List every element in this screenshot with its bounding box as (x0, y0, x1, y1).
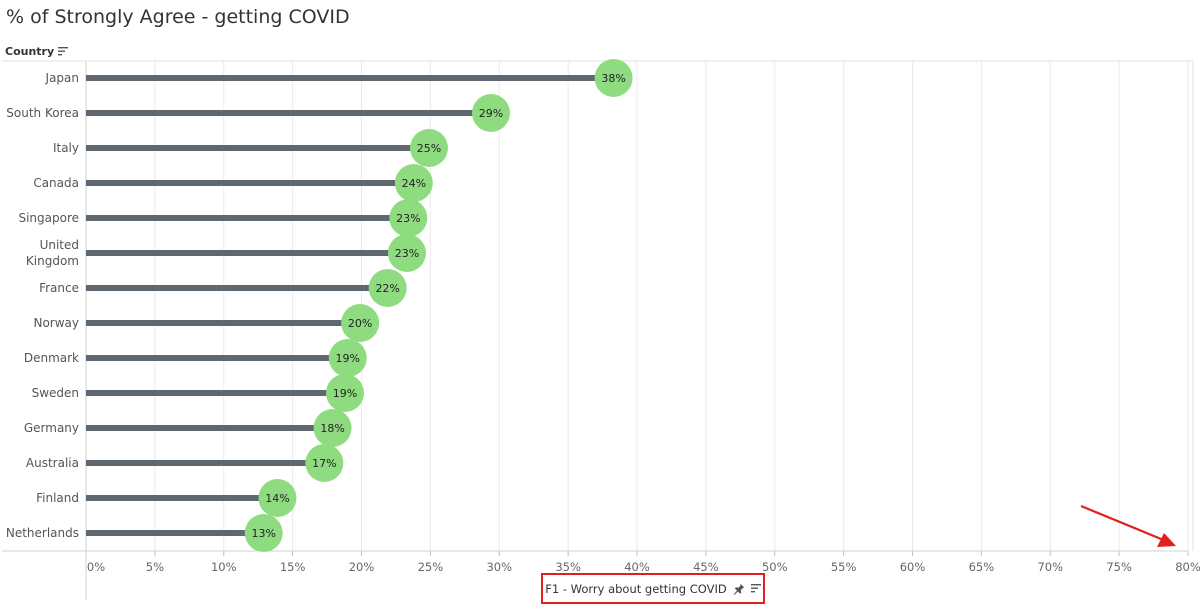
lollipop-dot[interactable] (409, 129, 448, 167)
data-label: 19% (333, 387, 357, 400)
x-tick-labels: 0% 5% 10% 15% 20% 25% 30% 35% 40% 45% 50% 55% 60% 65%… (87, 560, 1200, 574)
gridlines (154, 61, 1189, 551)
x-tick-label: 0% (87, 560, 105, 574)
annotation (1080, 504, 1176, 547)
category-label: Denmark (24, 351, 79, 365)
data-label: 38% (601, 72, 625, 85)
x-tick-label: 60% (900, 560, 926, 574)
x-tick-label: 20% (349, 560, 375, 574)
dots: 38% 29% 25% 24% 23% 23% 22% 20% 19% 19% 18% 17% 14% 1… (244, 59, 633, 552)
axes (2, 60, 1194, 600)
x-tick-label: 65% (969, 560, 995, 574)
data-label: 22% (375, 282, 399, 295)
x-tick-label: 75% (1106, 560, 1132, 574)
lollipop-dot[interactable] (387, 234, 426, 272)
sort-icon[interactable] (58, 47, 69, 56)
data-label: 14% (265, 492, 289, 505)
x-tick-label: 5% (146, 560, 164, 574)
x-tick-label: 70% (1037, 560, 1063, 574)
category-label: Australia (26, 456, 79, 470)
lollipop-dot[interactable] (328, 339, 367, 377)
lollipop-dot[interactable] (244, 514, 283, 552)
data-label: 25% (417, 142, 441, 155)
lollipop-dot[interactable] (313, 409, 352, 447)
x-tick-label: 40% (624, 560, 650, 574)
x-tick-label: 10% (211, 560, 237, 574)
category-label: United (40, 238, 79, 252)
sort-icon[interactable] (750, 584, 761, 593)
category-label: Germany (24, 421, 79, 435)
data-label: 23% (396, 212, 420, 225)
stems (86, 75, 614, 536)
x-tick-label: 80% (1175, 560, 1200, 574)
x-tick-label: 55% (831, 560, 857, 574)
data-label: 20% (348, 317, 372, 330)
row-header-country[interactable]: Country (5, 45, 69, 58)
x-tick-label: 30% (486, 560, 512, 574)
category-labels: Japan South Korea Italy Canada Singapore Unit… (6, 71, 79, 540)
red-arrow-head (1157, 533, 1176, 547)
category-label: Sweden (32, 386, 79, 400)
category-label: Finland (36, 491, 79, 505)
category-label: Netherlands (6, 526, 79, 540)
category-label: Norway (33, 316, 79, 330)
x-axis-title: F1 - Worry about getting COVID (545, 581, 727, 596)
category-label: France (39, 281, 79, 295)
data-label: 13% (251, 527, 275, 540)
x-tick-label: 25% (418, 560, 444, 574)
lollipop-dot[interactable] (341, 304, 380, 342)
x-tick-label: 45% (693, 560, 719, 574)
lollipop-dot[interactable] (471, 94, 510, 132)
lollipop-dot[interactable] (305, 444, 344, 482)
category-label: Italy (53, 141, 79, 155)
category-label: Japan (45, 71, 79, 85)
lollipop-dot[interactable] (394, 164, 433, 202)
data-label: 17% (312, 457, 336, 470)
category-label: Canada (33, 176, 79, 190)
category-label: Singapore (18, 211, 79, 225)
x-tick-label: 50% (762, 560, 788, 574)
data-label: 24% (402, 177, 426, 190)
chart-title: % of Strongly Agree - getting COVID (6, 6, 350, 28)
data-label: 23% (395, 247, 419, 260)
lollipop-dot[interactable] (325, 374, 364, 412)
pin-icon[interactable] (733, 583, 745, 595)
category-label: Kingdom (26, 254, 79, 268)
lollipop-dot[interactable] (258, 479, 297, 517)
data-label: 19% (335, 352, 359, 365)
lollipop-dot[interactable] (594, 59, 633, 97)
x-tick-label: 15% (280, 560, 306, 574)
category-label: South Korea (6, 106, 79, 120)
data-label: 18% (320, 422, 344, 435)
red-arrow-line (1080, 504, 1167, 543)
x-axis-title-box[interactable]: F1 - Worry about getting COVID (541, 573, 765, 604)
x-tick-label: 35% (555, 560, 581, 574)
data-label: 29% (479, 107, 503, 120)
lollipop-dot[interactable] (389, 199, 428, 237)
row-header-label: Country (5, 45, 55, 58)
lollipop-dot[interactable] (368, 269, 407, 307)
